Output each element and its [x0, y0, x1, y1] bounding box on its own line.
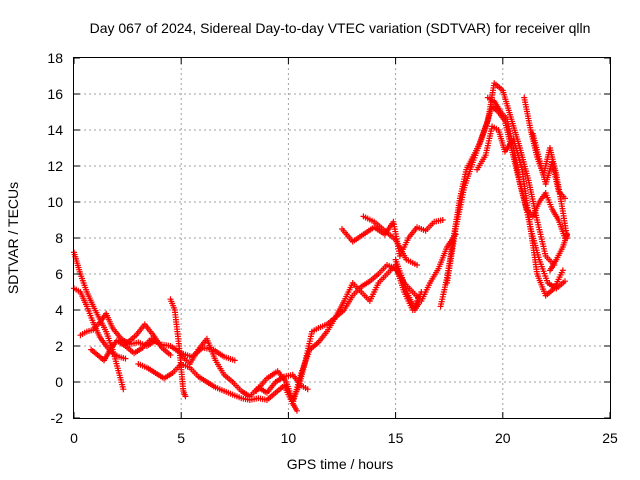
data-point	[561, 195, 568, 202]
x-axis-label: GPS time / hours	[287, 456, 394, 472]
data-point	[231, 357, 238, 364]
data-point	[418, 289, 425, 295]
series-track-g	[167, 296, 189, 400]
data-point	[120, 386, 127, 393]
series-track-m	[392, 256, 423, 313]
data-point	[416, 299, 423, 306]
data-point	[564, 231, 571, 238]
y-tick-label: 0	[55, 374, 63, 390]
x-tick-label: 15	[388, 430, 404, 446]
x-tick-label: 25	[602, 430, 618, 446]
y-tick-label: 12	[47, 158, 63, 174]
plot-frame	[73, 57, 611, 419]
data-point	[561, 278, 568, 285]
y-axis-label: SDTVAR / TECUs	[5, 182, 21, 294]
series-track-h	[178, 335, 311, 400]
series-track-s	[546, 231, 571, 274]
data-point	[439, 217, 446, 223]
y-tick-label: 8	[55, 230, 63, 246]
data-point	[182, 393, 189, 400]
data-point	[122, 355, 129, 362]
y-tick-label: -2	[51, 410, 64, 426]
y-tick-label: 6	[55, 266, 63, 282]
x-tick-label: 0	[70, 430, 78, 446]
y-tick-label: 4	[55, 302, 63, 318]
data-point	[304, 386, 311, 393]
series-track-e	[124, 321, 174, 358]
axis-ticks: 0 5 10 15 20 25 -2 0 2 4 6 8 10 12 14 16 18	[47, 50, 618, 446]
y-tick-label: 10	[47, 194, 63, 210]
x-tick-label: 10	[281, 430, 297, 446]
y-tick-label: 14	[47, 122, 63, 138]
y-tick-label: 16	[47, 86, 63, 102]
x-tick-label: 5	[177, 430, 185, 446]
series-track-l	[360, 213, 421, 268]
series-track-c	[77, 310, 159, 349]
data-point	[293, 407, 300, 414]
data-point	[414, 262, 421, 268]
series-track-t	[529, 130, 568, 202]
y-tick-label: 2	[55, 338, 63, 354]
y-tick-label: 18	[47, 50, 63, 66]
series-track-q	[484, 94, 568, 241]
series-track-o	[444, 80, 558, 286]
chart-title: Day 067 of 2024, Sidereal Day-to-day VTE…	[90, 20, 591, 36]
data-points	[71, 80, 571, 414]
data-point	[167, 352, 174, 358]
x-tick-label: 20	[495, 430, 511, 446]
data-point	[559, 267, 566, 274]
